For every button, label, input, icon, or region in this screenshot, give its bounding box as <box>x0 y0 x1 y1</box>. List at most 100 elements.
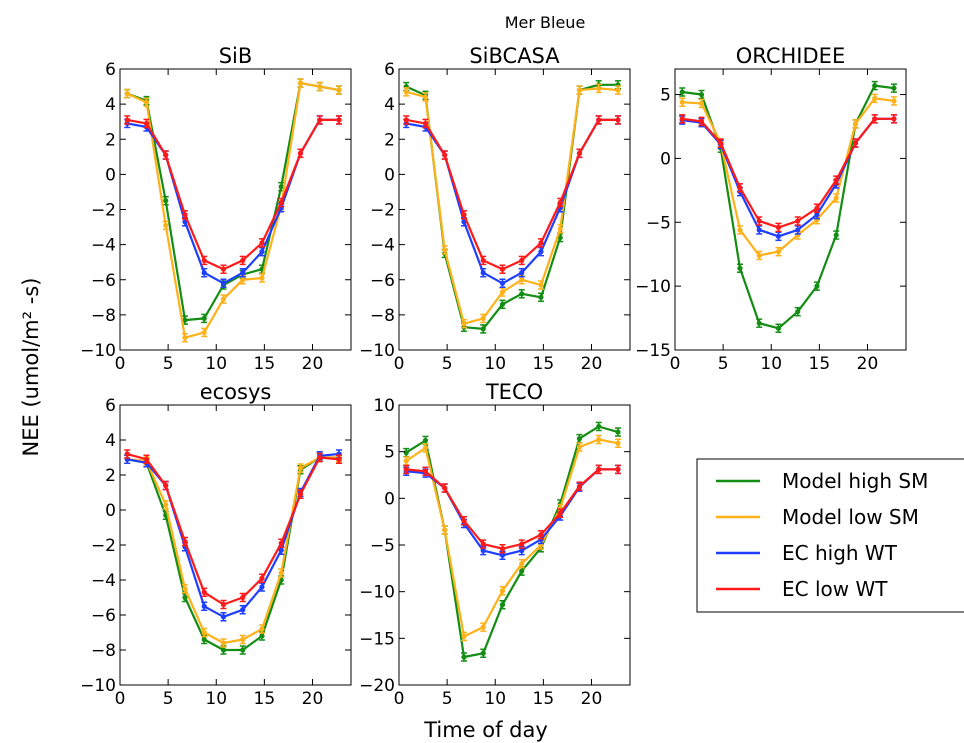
y-tick-label: −15 <box>635 341 671 361</box>
y-tick-label: −5 <box>370 536 395 556</box>
data-point <box>239 645 246 655</box>
y-tick-label: −6 <box>91 271 116 291</box>
y-tick-label: 5 <box>660 86 671 106</box>
y-tick-label: −8 <box>91 641 116 661</box>
data-point <box>480 539 487 549</box>
y-tick-label: −20 <box>359 676 395 696</box>
data-point <box>335 454 342 464</box>
data-point <box>460 318 467 329</box>
data-point <box>614 464 621 475</box>
data-point <box>576 481 583 491</box>
figure-title: Mer Bleue <box>505 13 586 32</box>
data-point <box>220 599 227 610</box>
x-tick-label: 5 <box>163 689 174 709</box>
data-point <box>162 195 169 206</box>
subplot-title: SiBCASA <box>469 44 560 68</box>
y-tick-label: −10 <box>80 676 116 696</box>
x-tick-label: 5 <box>163 354 174 374</box>
legend-entry: Model low SM <box>716 505 919 529</box>
x-tick-label: 5 <box>442 689 453 709</box>
y-tick-label: 0 <box>384 489 395 509</box>
data-point <box>679 97 686 107</box>
data-point <box>278 197 285 208</box>
y-tick-label: 5 <box>384 443 395 463</box>
data-point <box>403 456 410 466</box>
x-tick-label: 15 <box>533 689 555 709</box>
y-tick-label: 6 <box>105 396 116 416</box>
x-tick-label: 20 <box>302 689 324 709</box>
data-point <box>162 480 169 491</box>
data-point <box>316 81 323 92</box>
series-line-path <box>406 118 618 271</box>
subplot-2: 0 5 10 15 20 −15 −10 −5 0 5 ORCHIDEE <box>635 44 907 374</box>
legend-entry: EC low WT <box>716 577 888 601</box>
data-point <box>201 587 208 597</box>
y-tick-label: −8 <box>370 306 395 326</box>
data-point <box>576 85 583 95</box>
subplot-3: 0 5 10 15 20 −10 −8 −6 −4 −2 0 2 4 6 ecosys <box>80 380 352 709</box>
series-line-path <box>126 81 340 339</box>
legend-entries: Model high SM Model low SM EC high WT EC lo… <box>716 469 928 601</box>
data-point <box>441 245 448 255</box>
data-point <box>794 306 801 317</box>
subplot-0: 0 5 10 15 20 −10 −8 −6 −4 −2 0 2 4 6 SiB <box>80 44 352 374</box>
data-point <box>576 442 583 452</box>
series-line-path <box>127 456 339 645</box>
data-point <box>736 225 743 235</box>
x-tick-label: 15 <box>254 354 276 374</box>
data-point <box>736 183 743 193</box>
data-point <box>518 289 525 299</box>
series-line-path <box>405 83 618 330</box>
data-point <box>220 264 227 274</box>
data-point <box>201 327 208 338</box>
data-point <box>441 483 448 493</box>
data-point <box>499 599 506 610</box>
data-point <box>297 148 304 159</box>
data-point <box>775 222 782 233</box>
data-point <box>460 652 467 662</box>
y-tick-label: 6 <box>384 60 395 80</box>
data-point <box>679 87 686 97</box>
data-point <box>717 138 724 148</box>
y-tick-label: 4 <box>105 431 116 451</box>
subplot-title: TECO <box>485 380 543 404</box>
data-point <box>813 281 820 291</box>
data-point <box>813 203 820 213</box>
data-point <box>576 433 583 444</box>
data-point <box>871 80 878 91</box>
x-tick-label: 15 <box>254 689 276 709</box>
data-point <box>441 525 448 535</box>
data-point <box>614 85 621 95</box>
series-line-path <box>127 456 339 652</box>
x-tick-label: 20 <box>857 354 879 374</box>
data-point <box>499 550 506 561</box>
series-line <box>403 421 621 662</box>
series-line <box>124 115 342 274</box>
data-point <box>297 463 304 473</box>
x-tick-label: 0 <box>394 354 405 374</box>
data-point <box>480 324 487 334</box>
y-tick-label: −2 <box>91 536 116 556</box>
y-tick-label: 6 <box>105 60 116 80</box>
data-point <box>201 267 208 278</box>
data-point <box>335 85 342 95</box>
data-point <box>181 315 188 325</box>
y-tick-label: −15 <box>359 629 395 649</box>
data-point <box>124 88 131 99</box>
data-point <box>698 98 705 109</box>
data-point <box>297 78 304 88</box>
x-tick-label: 5 <box>718 354 729 374</box>
data-point <box>499 299 506 310</box>
data-point <box>403 464 410 475</box>
data-point <box>871 114 878 124</box>
data-point <box>537 292 544 303</box>
x-tick-label: 10 <box>760 354 782 374</box>
data-point <box>871 93 878 104</box>
series-line <box>124 449 342 610</box>
data-point <box>890 83 897 93</box>
data-point <box>403 87 410 97</box>
data-point <box>143 454 150 464</box>
plot-frame <box>119 68 352 351</box>
series-line-path <box>127 452 340 618</box>
y-tick-label: 2 <box>105 130 116 150</box>
